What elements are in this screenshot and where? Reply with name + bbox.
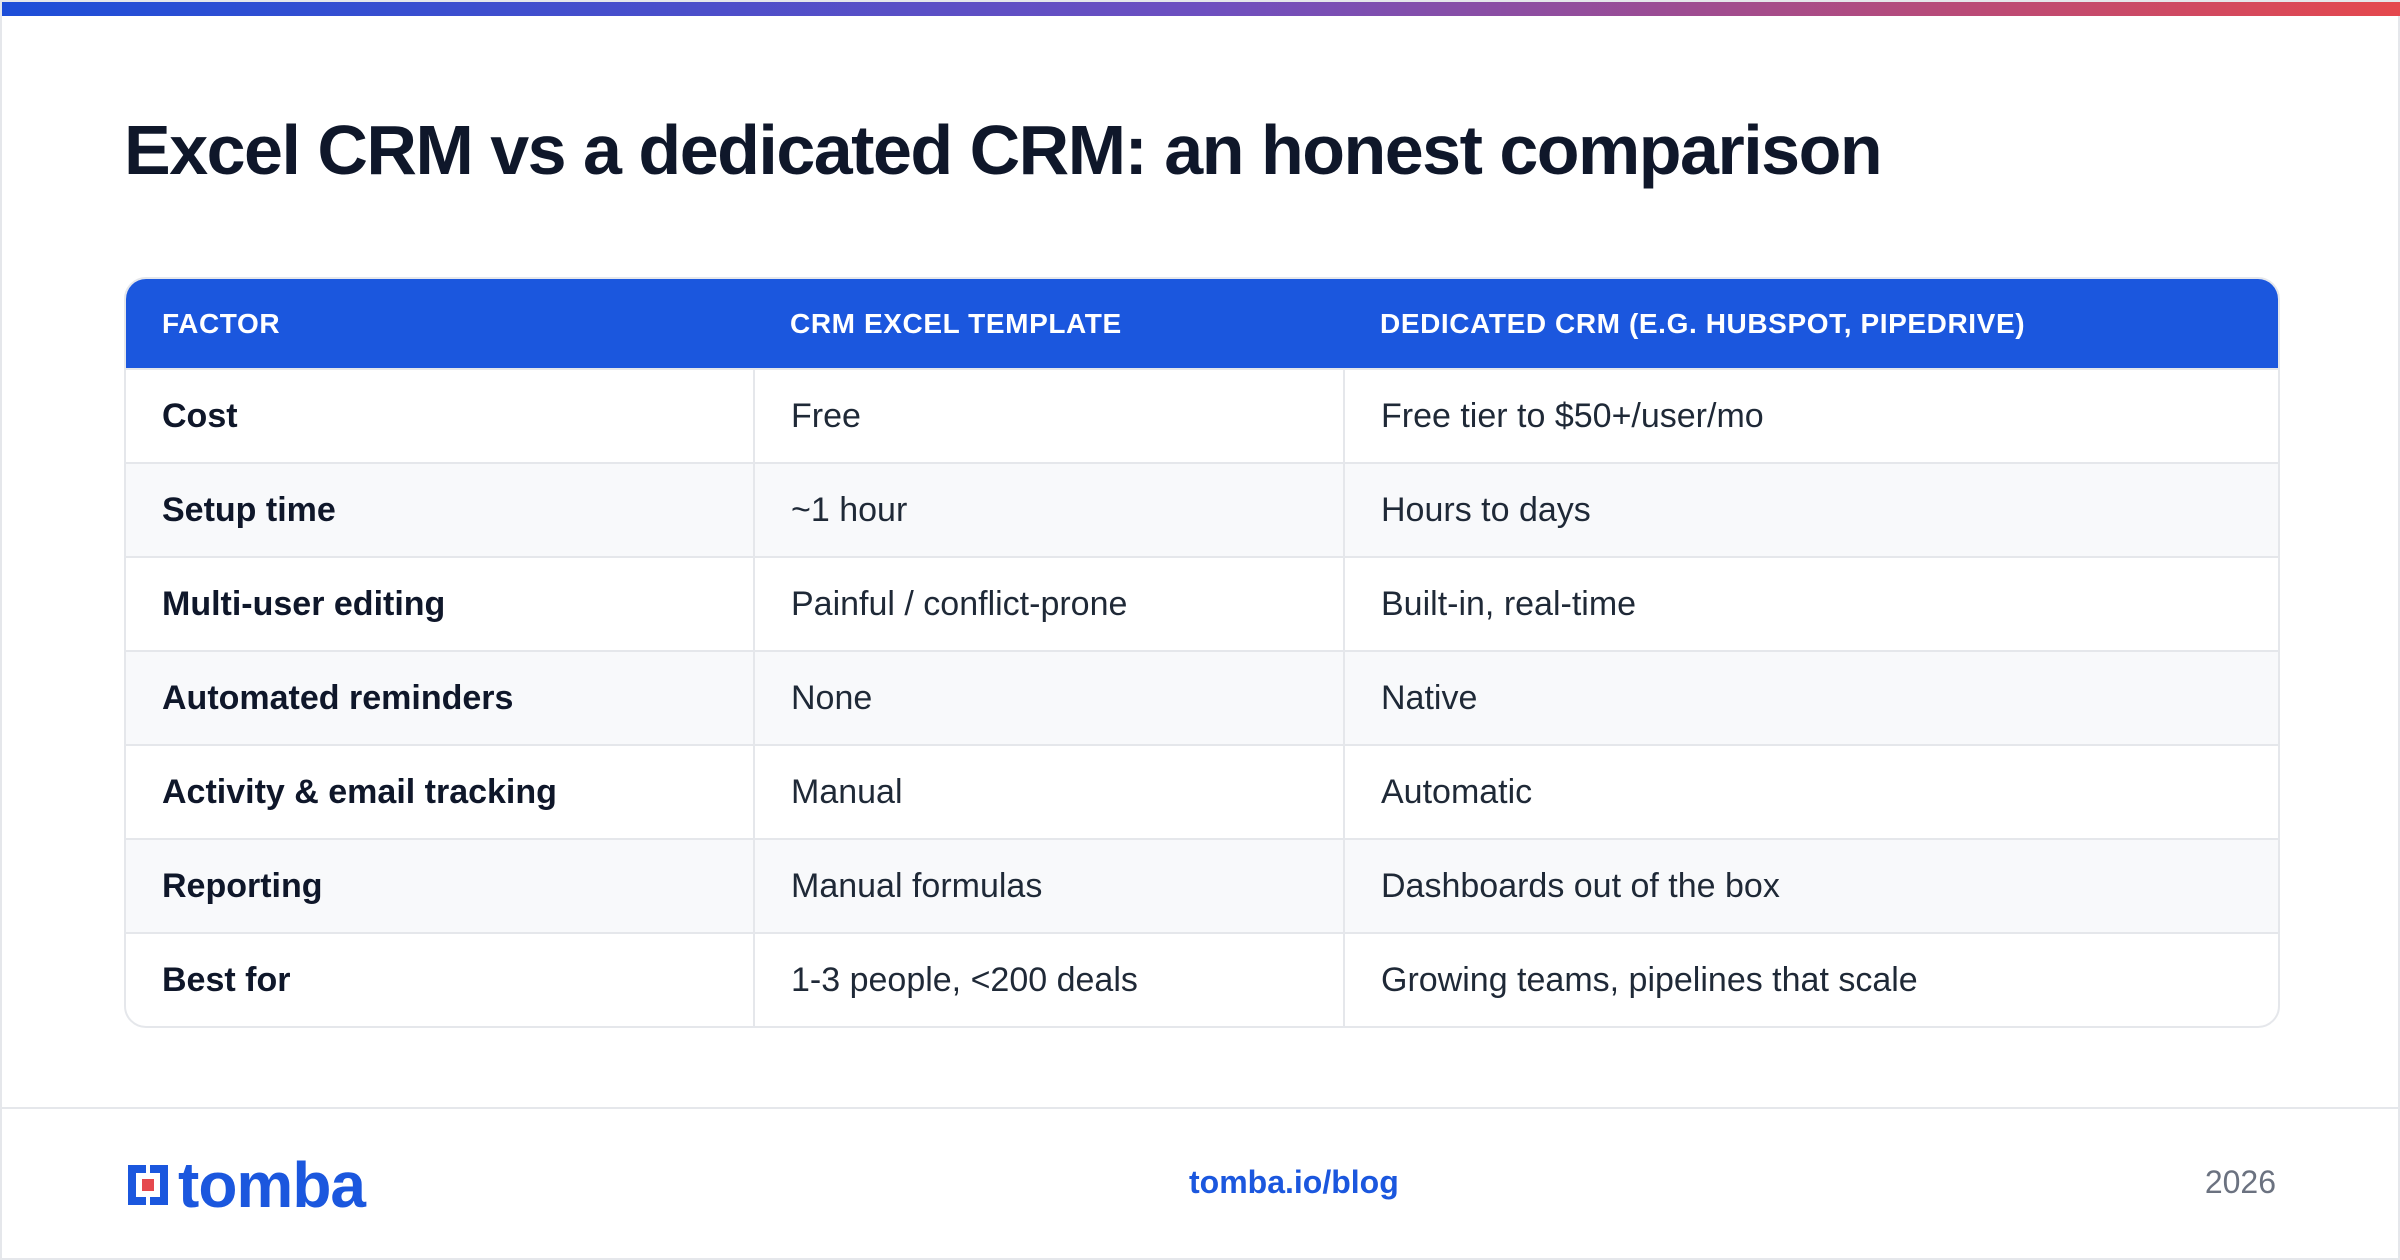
- row-excel-value: Manual: [753, 744, 1344, 839]
- blog-link[interactable]: tomba.io/blog: [1189, 1164, 1399, 1200]
- table-row: Setup time ~1 hour Hours to days: [126, 462, 2278, 557]
- row-excel-value: ~1 hour: [753, 462, 1344, 557]
- row-factor: Reporting: [126, 838, 754, 933]
- header-factor: FACTOR: [126, 279, 754, 369]
- table-row: Reporting Manual formulas Dashboards out…: [126, 838, 2278, 933]
- row-excel-value: Manual formulas: [753, 838, 1344, 933]
- table-row: Cost Free Free tier to $50+/user/mo: [126, 368, 2278, 463]
- table-row: Multi-user editing Painful / conflict-pr…: [126, 556, 2278, 651]
- row-factor: Best for: [126, 932, 754, 1026]
- tomba-logo: tomba: [124, 1149, 366, 1221]
- row-factor: Activity & email tracking: [126, 744, 754, 839]
- top-gradient-bar: [2, 2, 2400, 16]
- row-crm-value: Growing teams, pipelines that scale: [1343, 932, 2278, 1026]
- row-factor: Multi-user editing: [126, 556, 754, 651]
- page-title: Excel CRM vs a dedicated CRM: an honest …: [124, 111, 1883, 189]
- header-crm-excel-template: CRM EXCEL TEMPLATE: [754, 279, 1344, 369]
- row-excel-value: 1-3 people, <200 deals: [753, 932, 1344, 1026]
- row-crm-value: Hours to days: [1343, 462, 2278, 557]
- row-excel-value: Painful / conflict-prone: [753, 556, 1344, 651]
- row-factor: Automated reminders: [126, 650, 754, 745]
- table-row: Activity & email tracking Manual Automat…: [126, 744, 2278, 839]
- tomba-logo-icon: [128, 1165, 168, 1205]
- row-crm-value: Free tier to $50+/user/mo: [1343, 368, 2278, 463]
- row-excel-value: Free: [753, 368, 1344, 463]
- row-crm-value: Dashboards out of the box: [1343, 838, 2278, 933]
- table-row: Automated reminders None Native: [126, 650, 2278, 745]
- row-crm-value: Native: [1343, 650, 2278, 745]
- logo-wordmark: tomba: [178, 1149, 366, 1221]
- row-excel-value: None: [753, 650, 1344, 745]
- footer-divider: [2, 1107, 2400, 1109]
- row-crm-value: Built-in, real-time: [1343, 556, 2278, 651]
- header-dedicated-crm: DEDICATED CRM (E.G. HUBSPOT, PIPEDRIVE): [1344, 279, 2278, 369]
- table-header-row: FACTOR CRM EXCEL TEMPLATE DEDICATED CRM …: [126, 279, 2278, 369]
- footer-year: 2026: [2204, 1164, 2276, 1200]
- row-factor: Cost: [126, 368, 754, 463]
- row-crm-value: Automatic: [1343, 744, 2278, 839]
- row-factor: Setup time: [126, 462, 754, 557]
- table-row: Best for 1-3 people, <200 deals Growing …: [126, 932, 2278, 1026]
- comparison-table: FACTOR CRM EXCEL TEMPLATE DEDICATED CRM …: [124, 277, 2280, 1028]
